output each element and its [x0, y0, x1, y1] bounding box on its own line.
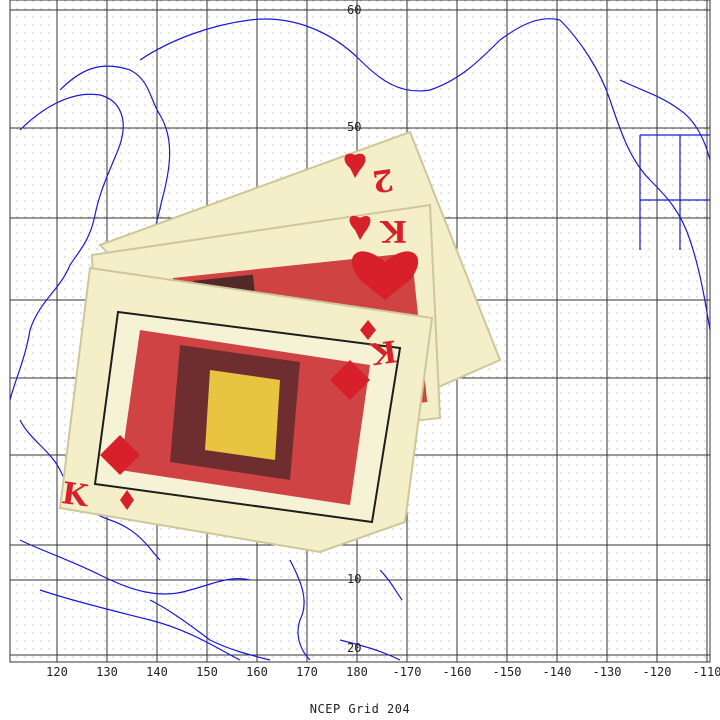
lon-tick-label: -130 — [593, 665, 622, 679]
diamond-suit-icon — [120, 490, 134, 510]
diamond-suit-icon — [100, 435, 140, 475]
heart-suit-icon — [351, 251, 419, 300]
lat-tick-label: 10 — [347, 572, 361, 586]
card-king-of-diamonds: K K — [58, 266, 434, 554]
lon-tick-label: 130 — [96, 665, 118, 679]
lon-tick-label: -150 — [493, 665, 522, 679]
card-rank: K — [380, 213, 407, 248]
lon-tick-label: -160 — [443, 665, 472, 679]
lat-tick-label: 60 — [347, 3, 361, 17]
card-rank: 2 — [370, 161, 396, 199]
lon-tick-label: 150 — [196, 665, 218, 679]
lat-tick-label: 50 — [347, 120, 361, 134]
heart-suit-icon — [349, 215, 371, 240]
diamond-suit-icon — [330, 360, 370, 400]
longitude-labels: 120 130 140 150 160 170 180 -170 -160 -150 -140 -13… — [46, 665, 720, 679]
card-rank: K — [60, 476, 92, 514]
latitude-labels: 60 50 10 20 — [347, 3, 361, 655]
lon-tick-label: 120 — [46, 665, 68, 679]
figure-caption: NCEP Grid 204 — [309, 702, 411, 716]
lon-tick-label: -110 — [693, 665, 720, 679]
heart-suit-icon — [344, 153, 366, 178]
lon-tick-label: 160 — [246, 665, 268, 679]
lon-tick-label: 170 — [296, 665, 318, 679]
lon-tick-label: -140 — [543, 665, 572, 679]
card-rank: K — [367, 332, 399, 370]
lon-tick-label: -120 — [643, 665, 672, 679]
lon-tick-label: 180 — [346, 665, 368, 679]
diamond-suit-icon — [360, 320, 376, 340]
lon-tick-label: 140 — [146, 665, 168, 679]
coastlines — [9, 18, 711, 661]
lat-tick-label: 20 — [347, 641, 361, 655]
lon-tick-label: -170 — [393, 665, 422, 679]
